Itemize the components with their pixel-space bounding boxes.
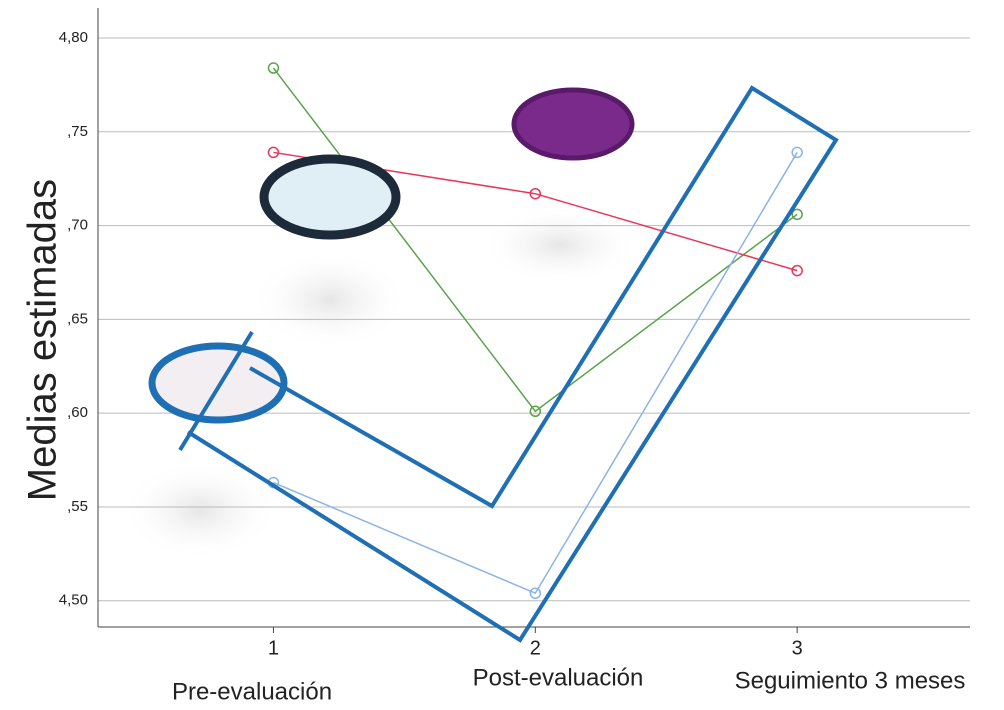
- y-tick-label: ,65: [67, 310, 88, 327]
- annotation: Seguimiento 3 meses: [735, 667, 966, 694]
- y-tick-label: ,60: [67, 404, 88, 421]
- y-tick-label: 4,80: [59, 29, 88, 46]
- y-tick-label: ,70: [67, 217, 88, 234]
- image-oval: [259, 154, 401, 240]
- annotation: Post-evaluación: [473, 664, 644, 691]
- point: [791, 146, 803, 159]
- point: [791, 208, 803, 221]
- x-tick-label: 2: [530, 637, 541, 659]
- point: [529, 187, 542, 200]
- point: [267, 146, 280, 159]
- y-axis-label: Medias estimadas: [21, 179, 65, 501]
- x-tick-label: 1: [268, 637, 279, 659]
- image-oval: [148, 342, 288, 424]
- shadow: [250, 250, 410, 350]
- series-line: [273, 152, 798, 595]
- y-tick-label: ,55: [67, 498, 88, 515]
- image-oval: [511, 87, 635, 161]
- y-tick-label: ,75: [67, 123, 88, 140]
- highlight-shape: [178, 330, 254, 452]
- y-tick-label: 4,50: [59, 592, 88, 609]
- annotation: Pre-evaluación: [172, 678, 332, 705]
- highlight-shape: [186, 85, 839, 643]
- point: [529, 405, 542, 418]
- point: [791, 264, 803, 277]
- point: [529, 587, 542, 599]
- x-tick-label: 3: [792, 637, 803, 659]
- shadow: [480, 205, 640, 285]
- shadow: [120, 460, 280, 560]
- point: [267, 62, 280, 74]
